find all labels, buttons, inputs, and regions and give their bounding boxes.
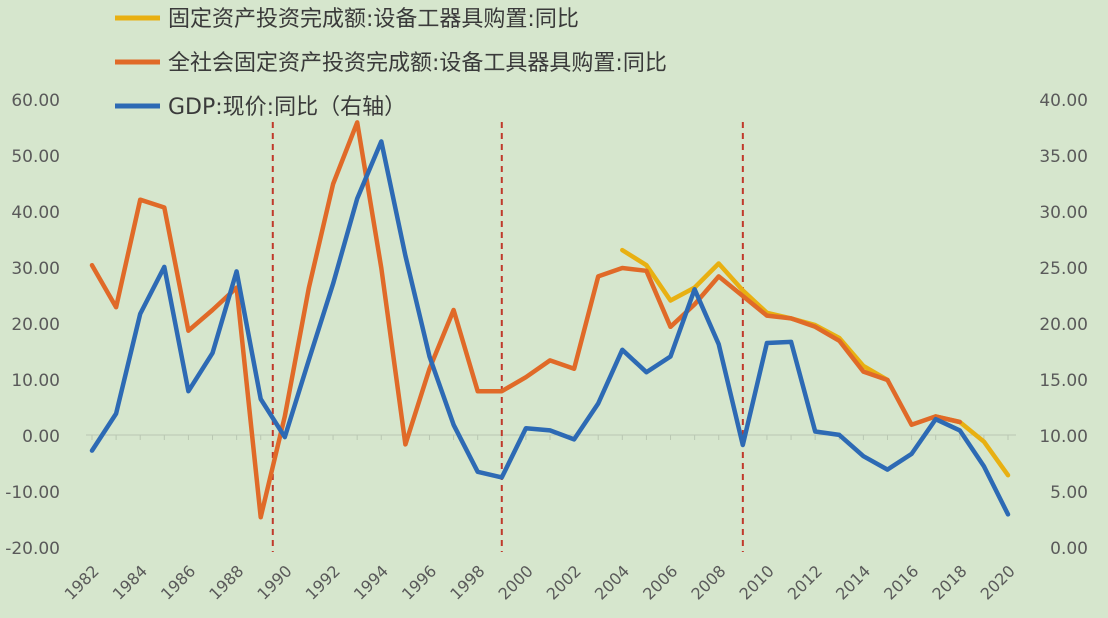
legend-label: GDP:现价:同比（右轴） bbox=[168, 95, 406, 120]
chart-grid bbox=[86, 434, 1016, 440]
x-axis-tick-label: 1998 bbox=[446, 561, 488, 603]
x-axis-tick-label: 1992 bbox=[302, 561, 344, 603]
left-axis-tick-label: 20.00 bbox=[11, 315, 60, 335]
x-axis-tick-label: 2016 bbox=[880, 561, 922, 603]
right-axis-tick-label: 10.00 bbox=[1039, 427, 1088, 447]
x-axis-tick-label: 2014 bbox=[832, 561, 874, 603]
x-axis-tick-label: 1988 bbox=[205, 561, 247, 603]
left-axis-tick-label: -20.00 bbox=[5, 539, 60, 559]
legend: 固定资产投资完成额:设备工器具购置:同比全社会固定资产投资完成额:设备工具器具购… bbox=[115, 7, 667, 120]
left-axis-tick-label: 10.00 bbox=[11, 371, 60, 391]
x-axis-tick-label: 2020 bbox=[977, 561, 1019, 603]
x-axis-tick-label: 1990 bbox=[253, 561, 295, 603]
legend-label: 固定资产投资完成额:设备工器具购置:同比 bbox=[168, 7, 579, 32]
x-axis-tick-label: 2004 bbox=[591, 561, 633, 603]
annotation-lines bbox=[271, 122, 744, 552]
x-axis-tick-label: 2006 bbox=[639, 561, 681, 603]
x-axis-tick-label: 1984 bbox=[109, 561, 151, 603]
right-axis-tick-label: 40.00 bbox=[1039, 91, 1088, 111]
x-axis-tick-label: 1996 bbox=[398, 561, 440, 603]
x-axis-tick-label: 2000 bbox=[494, 561, 536, 603]
left-axis-tick-label: 30.00 bbox=[11, 259, 60, 279]
x-axis-tick-label: 1982 bbox=[61, 561, 103, 603]
series-line-2 bbox=[89, 120, 963, 520]
legend-label: 全社会固定资产投资完成额:设备工具器具购置:同比 bbox=[168, 51, 667, 76]
series-line-1 bbox=[620, 247, 1011, 478]
right-axis-tick-label: 15.00 bbox=[1039, 371, 1088, 391]
right-axis-tick-label: 5.00 bbox=[1050, 483, 1088, 503]
x-axis-tick-label: 2008 bbox=[687, 561, 729, 603]
x-axis-tick-label: 2010 bbox=[736, 561, 778, 603]
series-line-3 bbox=[89, 139, 1011, 517]
x-axis-tick-label: 1994 bbox=[350, 561, 392, 603]
left-axis-tick-label: 0.00 bbox=[22, 427, 60, 447]
right-axis: 0.00 5.00 10.00 15.00 20.00 25.00 30.00 35.00 40… bbox=[1039, 91, 1088, 559]
x-axis-tick-label: 2002 bbox=[543, 561, 585, 603]
left-axis-tick-label: 40.00 bbox=[11, 203, 60, 223]
right-axis-tick-label: 0.00 bbox=[1050, 539, 1088, 559]
x-axis-tick-label: 1986 bbox=[157, 561, 199, 603]
left-axis-tick-label: 60.00 bbox=[11, 91, 60, 111]
x-axis: 1982 1984 1986 1988 1990 1992 1994 1996 1998 2000… bbox=[61, 561, 1019, 603]
left-axis: -20.00 -10.00 0.00 10.00 20.00 30.00 40.00 50.0… bbox=[5, 91, 60, 559]
right-axis-tick-label: 35.00 bbox=[1039, 147, 1088, 167]
right-axis-tick-label: 25.00 bbox=[1039, 259, 1088, 279]
right-axis-tick-label: 20.00 bbox=[1039, 315, 1088, 335]
left-axis-tick-label: 50.00 bbox=[11, 147, 60, 167]
x-axis-tick-label: 2018 bbox=[928, 561, 970, 603]
right-axis-tick-label: 30.00 bbox=[1039, 203, 1088, 223]
left-axis-tick-label: -10.00 bbox=[5, 483, 60, 503]
series-lines bbox=[89, 120, 1011, 520]
x-axis-tick-label: 2012 bbox=[784, 561, 826, 603]
